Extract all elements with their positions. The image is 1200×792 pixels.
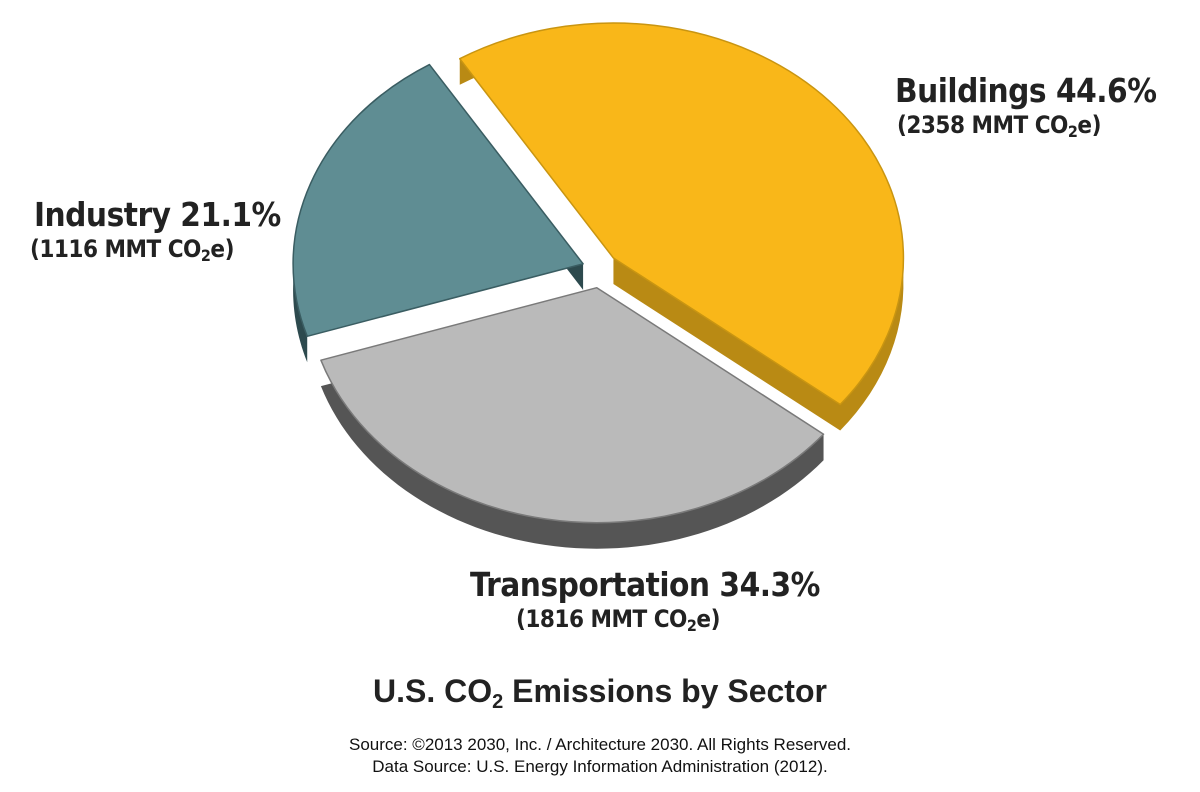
slice-buildings: [459, 22, 905, 406]
slice-industry: [292, 63, 584, 338]
source-line-2: Data Source: U.S. Energy Information Adm…: [372, 757, 828, 776]
slice-transportation: [320, 286, 825, 524]
pie-chart: [292, 22, 905, 549]
chart-title: U.S. CO2 Emissions by Sector: [373, 673, 827, 713]
slice-label-industry: Industry 21.1% (1116 MMT CO2e): [30, 195, 281, 265]
slice-label-buildings: Buildings 44.6% (2358 MMT CO2e): [895, 71, 1157, 141]
slice-label-transportation: Transportation 34.3% (1816 MMT CO2e): [470, 565, 820, 635]
source-line-1: Source: ©2013 2030, Inc. / Architecture …: [348, 735, 852, 754]
